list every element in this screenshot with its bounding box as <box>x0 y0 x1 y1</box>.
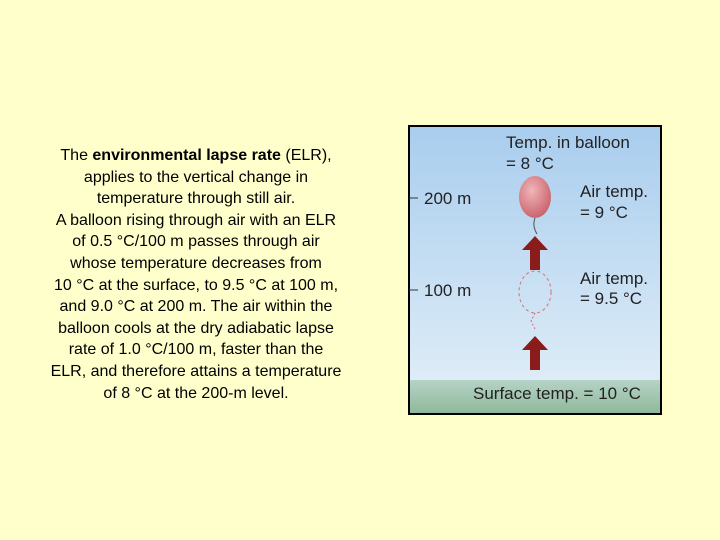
balloon-string <box>533 217 538 235</box>
text-line: rate of 1.0 °C/100 m, faster than the <box>68 341 324 359</box>
balloon-string <box>530 312 536 330</box>
arrow <box>522 236 548 270</box>
ground <box>410 380 660 413</box>
arrow <box>522 336 548 370</box>
air-temp: = 9 °C <box>580 203 628 222</box>
term: environmental lapse rate <box>92 147 281 164</box>
balloon-temp: = 8 °C <box>506 154 554 173</box>
height-label: 100 m <box>424 281 471 300</box>
text: (ELR), <box>280 147 332 164</box>
description: The environmental lapse rate (ELR), appl… <box>22 145 370 404</box>
balloon-outline <box>518 270 552 314</box>
text-line: of 8 °C at the 200-m level. <box>103 384 289 402</box>
balloon-temp: Temp. in balloon <box>506 133 630 152</box>
height-label: 200 m <box>424 189 471 208</box>
text-line: of 0.5 °C/100 m passes through air <box>72 233 320 251</box>
air-temp: = 9.5 °C <box>580 289 642 308</box>
text-line: ELR, and therefore attains a temperature <box>50 362 342 380</box>
text-line: The environmental lapse rate (ELR), <box>22 145 370 167</box>
balloon <box>519 176 551 218</box>
text-line: balloon cools at the dry adiabatic lapse <box>58 319 334 337</box>
text-line: A balloon rising through air with an ELR <box>55 211 337 229</box>
air-temp: Air temp. <box>580 269 648 288</box>
air-temp: Air temp. <box>580 182 648 201</box>
text-line: 10 °C at the surface, to 9.5 °C at 100 m… <box>53 276 339 294</box>
text: The <box>60 147 93 164</box>
text-line: applies to the vertical change in <box>83 168 309 186</box>
text-line: and 9.0 °C at 200 m. The air within the <box>59 298 333 316</box>
text-line: temperature through still air. <box>96 190 296 208</box>
surface-temp: Surface temp. = 10 °C <box>473 384 641 403</box>
text-line: whose temperature decreases from <box>70 254 322 272</box>
